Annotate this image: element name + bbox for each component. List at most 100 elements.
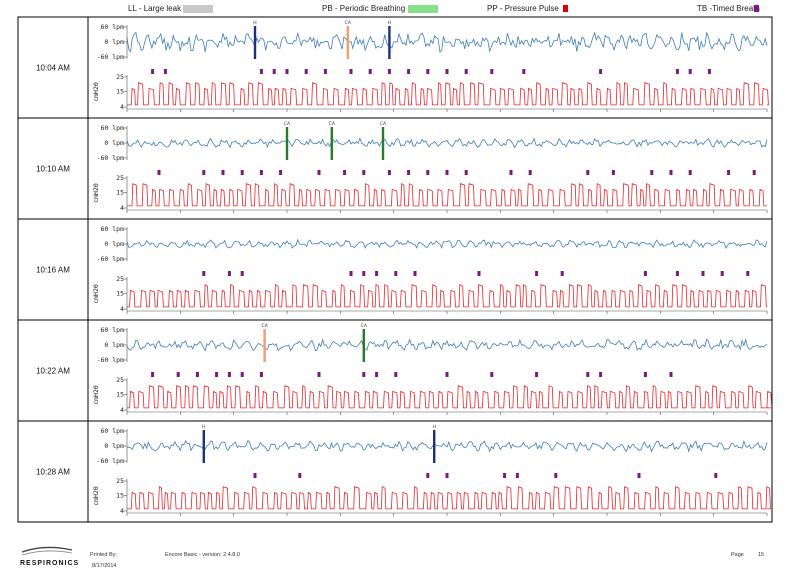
timed-breath-marker [675, 69, 679, 74]
pressure-waveform [127, 384, 773, 409]
segment-panel: 10:04 AM 60 lpm 0 lpm -60 lpm 25 15 4 cmH20 H CA H [17, 16, 773, 119]
timed-breath-marker [407, 69, 411, 74]
pressure-unit-label: cmH20 [92, 82, 100, 102]
timed-breath-marker [362, 271, 366, 276]
timed-breath-marker [163, 69, 167, 74]
timed-breath-marker [317, 170, 321, 175]
timed-breath-marker [323, 69, 327, 74]
pressure-waveform [127, 485, 771, 510]
flow-tick-label: 0 lpm [104, 139, 124, 147]
segment-time: 10:04 AM [36, 64, 70, 73]
timed-breath-marker [445, 69, 449, 74]
event-code: H [433, 424, 436, 430]
timed-breath-marker [368, 69, 372, 74]
timed-breath-marker [227, 271, 231, 276]
legend-tb-label: TB -Timed Breath [697, 4, 760, 13]
timed-breath-marker [176, 372, 180, 377]
pressure-tick-label: 25 [116, 73, 124, 81]
pressure-tick-label: 4 [120, 204, 124, 212]
pressure-waveform [127, 81, 769, 106]
logo-text: RESPIRONICS [20, 560, 79, 567]
timed-breath-marker [599, 69, 603, 74]
event-code: H [253, 20, 256, 26]
timed-breath-marker [752, 170, 756, 175]
timed-breath-marker [669, 372, 673, 377]
timed-breath-marker [259, 170, 263, 175]
timed-breath-marker [464, 170, 468, 175]
event-code: CA [261, 323, 268, 329]
timed-breath-marker [688, 69, 692, 74]
flow-tick-label: -60 lpm [97, 255, 124, 263]
timed-breath-marker [714, 473, 718, 478]
timed-breath-marker [259, 372, 263, 377]
timed-breath-marker [445, 372, 449, 377]
timed-breath-marker [477, 271, 481, 276]
event-marker [346, 26, 349, 59]
flow-tick-label: 0 lpm [104, 38, 124, 46]
footer: RESPIRONICS Printed By: 8/17/2014 Encore… [20, 546, 764, 569]
timed-breath-marker [426, 69, 430, 74]
flow-tick-label: 0 lpm [104, 341, 124, 349]
segment-panel: 10:16 AM 60 lpm 0 lpm -60 lpm 25 15 4 cmH20 [17, 218, 773, 321]
pressure-tick-label: 25 [116, 174, 124, 182]
legend: LL - Large leak PB - Periodic Breathing … [128, 4, 760, 13]
pressure-waveform [127, 182, 767, 207]
printed-date: 8/17/2014 [92, 563, 116, 569]
event-marker [433, 430, 436, 463]
timed-breath-marker [151, 69, 155, 74]
timed-breath-marker [240, 170, 244, 175]
timed-breath-marker [643, 372, 647, 377]
event-marker [388, 26, 391, 59]
timed-breath-marker [426, 170, 430, 175]
timed-breath-marker [669, 170, 673, 175]
event-code: CA [380, 121, 387, 127]
timed-breath-marker [560, 271, 564, 276]
event-marker [330, 127, 333, 160]
legend-ll-label: LL - Large leak [128, 4, 182, 13]
legend-tb-swatch [754, 5, 759, 12]
timed-breath-marker [272, 69, 276, 74]
timed-breath-marker [509, 170, 513, 175]
timed-breath-marker [720, 271, 724, 276]
pressure-tick-label: 4 [120, 103, 124, 111]
timed-breath-marker [586, 170, 590, 175]
event-marker [202, 430, 205, 463]
pressure-tick-label: 15 [116, 289, 124, 297]
timed-breath-marker [407, 170, 411, 175]
respironics-logo: RESPIRONICS [20, 546, 79, 567]
timed-breath-marker [746, 271, 750, 276]
flow-tick-label: -60 lpm [97, 356, 124, 364]
timed-breath-marker [349, 271, 353, 276]
timed-breath-marker [375, 271, 379, 276]
flow-waveform [126, 338, 768, 352]
panel-border [17, 319, 773, 422]
flow-tick-label: 60 lpm [101, 326, 125, 334]
timed-breath-marker [522, 69, 526, 74]
timed-breath-marker [157, 170, 161, 175]
timed-breath-marker [707, 69, 711, 74]
flow-tick-label: -60 lpm [97, 457, 124, 465]
event-code: CA [284, 121, 291, 127]
timed-breath-marker [253, 473, 257, 478]
timed-breath-marker [650, 170, 654, 175]
flow-tick-label: -60 lpm [97, 53, 124, 61]
timed-breath-marker [535, 372, 539, 377]
timed-breath-marker [227, 372, 231, 377]
pressure-tick-label: 25 [116, 477, 124, 485]
timed-breath-marker [637, 473, 641, 478]
flow-waveform [126, 238, 768, 250]
pressure-unit-label: cmH20 [92, 385, 100, 405]
page-label: Page [731, 552, 744, 558]
segment-time: 10:16 AM [36, 266, 70, 275]
timed-breath-marker [394, 372, 398, 377]
timed-breath-marker [445, 170, 449, 175]
timed-breath-marker [688, 170, 692, 175]
flow-tick-label: 0 lpm [104, 240, 124, 248]
timed-breath-marker [643, 271, 647, 276]
timed-breath-marker [304, 69, 308, 74]
timed-breath-marker [426, 473, 430, 478]
timed-breath-marker [202, 271, 206, 276]
legend-pp-label: PP - Pressure Pulse [487, 4, 559, 13]
timed-breath-marker [554, 473, 558, 478]
chart-panels: 10:04 AM 60 lpm 0 lpm -60 lpm 25 15 4 cmH20 H CA H… [17, 16, 773, 523]
